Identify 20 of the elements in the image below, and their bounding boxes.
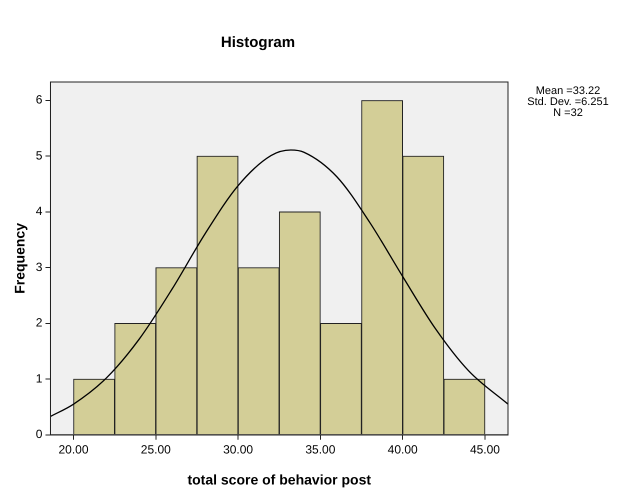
y-tick-label: 6 bbox=[36, 92, 43, 107]
y-tick-label: 5 bbox=[36, 148, 43, 162]
x-axis-title: total score of behavior post bbox=[187, 471, 372, 488]
x-tick-label: 40.00 bbox=[388, 442, 418, 456]
x-tick-label: 30.00 bbox=[223, 442, 254, 456]
chart-title: Histogram bbox=[220, 34, 296, 52]
y-tick-label: 3 bbox=[36, 260, 43, 274]
y-axis-title: Frequency bbox=[11, 222, 28, 294]
x-tick-label: 35.00 bbox=[305, 442, 336, 456]
x-tick-label: 25.00 bbox=[140, 442, 172, 456]
x-tick-label: 45.00 bbox=[470, 442, 500, 456]
y-tick-label: 0 bbox=[36, 427, 43, 442]
text: N =32 bbox=[553, 107, 583, 119]
y-tick-label: 2 bbox=[36, 316, 43, 330]
y-tick-label: 1 bbox=[36, 371, 43, 386]
text: Std. Dev. =6.251 bbox=[527, 96, 609, 108]
y-tick-label: 4 bbox=[36, 204, 43, 218]
text: Mean =33.22 bbox=[536, 85, 600, 97]
x-tick-label: 20.00 bbox=[58, 442, 89, 456]
line-series bbox=[50, 149, 508, 418]
